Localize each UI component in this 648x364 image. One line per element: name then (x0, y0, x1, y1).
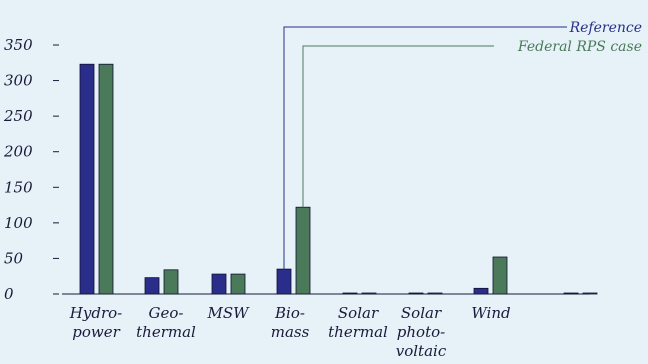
x-category-label: Solar (401, 304, 442, 322)
x-category-label: Geo- (149, 304, 184, 322)
x-category-label: power (72, 323, 120, 341)
legend-leader-reference (283, 26, 567, 270)
x-category-label: Wind (471, 304, 510, 322)
y-tick-label: 250 (3, 107, 33, 125)
x-category-label: Bio- (274, 304, 305, 322)
y-tick-label: 150 (4, 178, 33, 196)
bar-federal-rps-case-2 (230, 273, 246, 295)
bar-reference-0 (79, 63, 95, 295)
legend-label-federal-rps-case: Federal RPS case (517, 39, 642, 55)
x-category-label: Hydro- (69, 304, 122, 322)
y-tick-label: 350 (4, 36, 33, 54)
x-category-label: voltaic (396, 342, 447, 360)
bar-federal-rps-case-6 (492, 256, 508, 295)
y-axis-ticks: 0 50 100 150 200 250 300 350 (3, 36, 59, 303)
x-category-label: photo- (397, 323, 445, 341)
bar-federal-rps-case-1 (163, 269, 179, 295)
legend-leader-federal-rps-case (302, 45, 494, 208)
y-tick-label: 0 (4, 285, 14, 303)
bar-reference-1 (144, 277, 160, 295)
bar-reference-2 (211, 273, 227, 295)
bar-reference-5 (408, 292, 424, 295)
bar-reference-7 (563, 292, 579, 295)
bars (79, 63, 598, 295)
x-category-label: mass (271, 323, 310, 341)
legend-label-reference: Reference (569, 20, 642, 36)
legend: Reference Federal RPS case (283, 20, 642, 270)
x-category-label: thermal (136, 323, 196, 341)
y-tick-label: 300 (4, 72, 33, 90)
x-category-label: Solar (338, 304, 379, 322)
bar-federal-rps-case-4 (361, 292, 377, 295)
bar-federal-rps-case-5 (427, 292, 443, 295)
y-tick-label: 100 (4, 214, 33, 232)
bar-federal-rps-case-0 (98, 63, 114, 295)
y-tick-label: 50 (4, 249, 24, 267)
bar-reference-3 (276, 268, 292, 295)
bar-reference-4 (342, 292, 358, 295)
y-tick-label: 200 (3, 143, 33, 161)
x-category-label: thermal (328, 323, 388, 341)
bar-federal-rps-case-7 (582, 292, 598, 295)
x-category-label: MSW (206, 304, 250, 322)
bar-federal-rps-case-3 (295, 206, 311, 295)
bar-reference-6 (473, 287, 489, 295)
